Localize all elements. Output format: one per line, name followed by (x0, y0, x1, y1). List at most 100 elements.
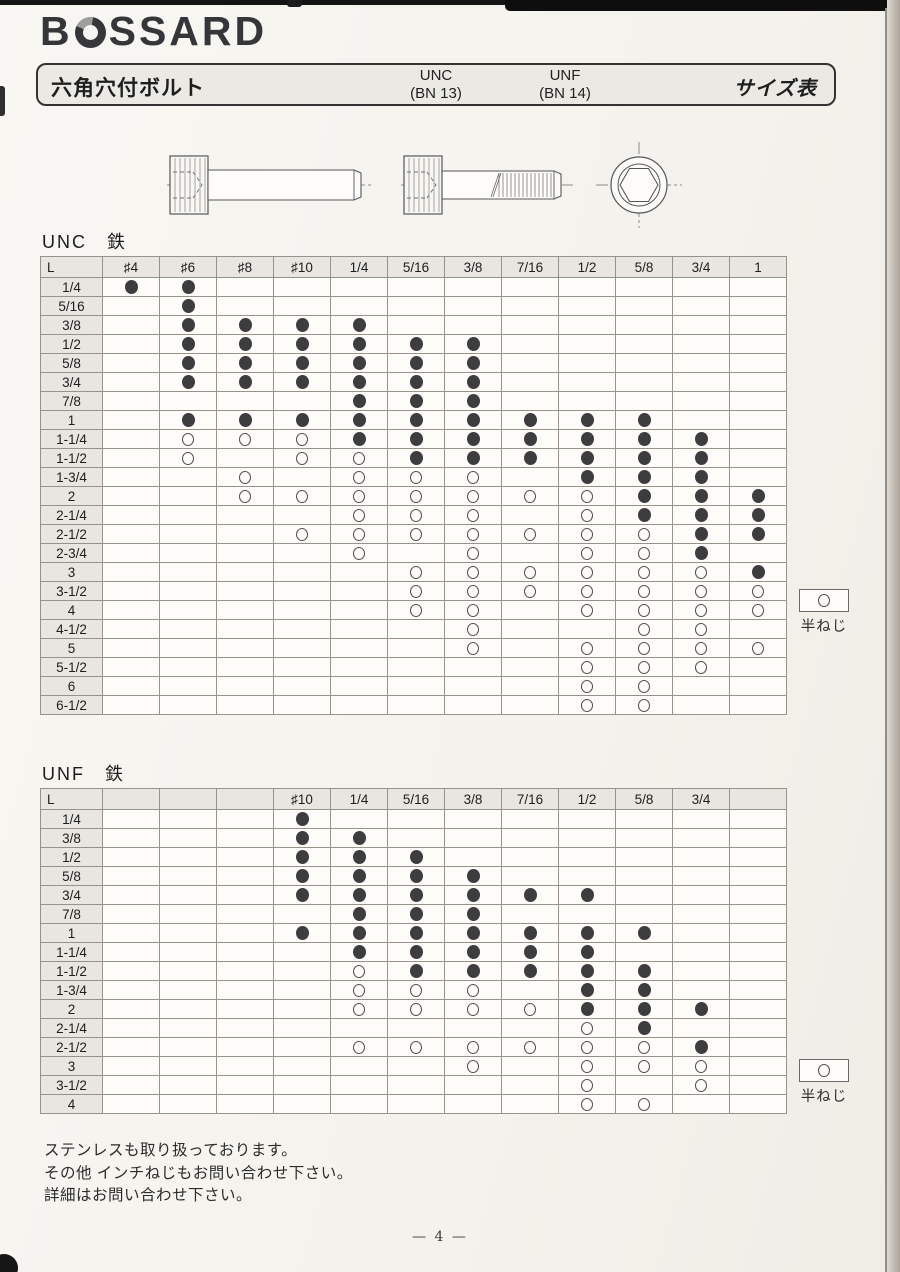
availability-cell (672, 448, 730, 468)
full-thread-dot (466, 432, 480, 446)
half-thread-dot (638, 641, 650, 655)
length-row-label: 1-1/2 (40, 961, 103, 981)
length-row: 1-1/4 (40, 942, 787, 962)
full-thread-dot (637, 964, 651, 978)
availability-cell (558, 904, 616, 924)
full-thread-dot (238, 337, 252, 351)
full-thread-dot (637, 489, 651, 503)
half-thread-dot (581, 508, 593, 522)
length-row: 4 (40, 1094, 787, 1114)
availability-cell (102, 676, 160, 696)
availability-cell (159, 467, 217, 487)
availability-cell (729, 391, 787, 411)
half-thread-dot (353, 527, 365, 541)
availability-cell (672, 638, 730, 658)
half-thread-dot (638, 565, 650, 579)
availability-cell (729, 505, 787, 525)
half-thread-dot (524, 489, 536, 503)
availability-cell (501, 410, 559, 430)
size-column-header: 1/4 (330, 788, 388, 810)
half-thread-dot (638, 603, 650, 617)
full-thread-dot (580, 470, 594, 484)
scan-blob (287, 0, 302, 7)
availability-cell (387, 904, 445, 924)
availability-cell (672, 505, 730, 525)
length-row: 2 (40, 999, 787, 1019)
availability-cell (387, 885, 445, 905)
availability-cell (501, 1094, 559, 1114)
availability-cell (558, 619, 616, 639)
availability-cell (216, 391, 274, 411)
availability-cell (387, 543, 445, 563)
half-thread-dot (353, 546, 365, 560)
availability-cell (672, 942, 730, 962)
half-thread-dot (239, 470, 251, 484)
full-thread-dot (580, 432, 594, 446)
availability-cell (729, 904, 787, 924)
half-thread-dot (638, 1097, 650, 1111)
availability-cell (330, 277, 388, 297)
legend-symbol-box (799, 589, 849, 612)
availability-cell (444, 866, 502, 886)
full-thread-dot (181, 375, 195, 389)
availability-cell (501, 1037, 559, 1057)
availability-cell (501, 448, 559, 468)
availability-cell (672, 391, 730, 411)
availability-cell (216, 1094, 274, 1114)
full-thread-dot (523, 926, 537, 940)
half-thread-dot (410, 603, 422, 617)
availability-cell (672, 353, 730, 373)
length-row: 1-3/4 (40, 980, 787, 1000)
availability-cell (102, 410, 160, 430)
availability-cell (615, 543, 673, 563)
availability-cell (330, 695, 388, 715)
availability-cell (159, 676, 217, 696)
length-row: 3/8 (40, 828, 787, 848)
half-thread-dot (752, 641, 764, 655)
half-thread-dot (638, 527, 650, 541)
length-row-label: 3/8 (40, 315, 103, 335)
availability-cell (558, 315, 616, 335)
availability-cell (330, 467, 388, 487)
availability-cell (330, 448, 388, 468)
availability-cell (615, 866, 673, 886)
full-thread-dot (181, 299, 195, 313)
availability-cell (729, 315, 787, 335)
availability-cell (330, 923, 388, 943)
availability-cell (330, 524, 388, 544)
length-row-label: 1/4 (40, 277, 103, 297)
availability-cell (102, 1075, 160, 1095)
length-row-label: 1-1/2 (40, 448, 103, 468)
availability-cell (273, 904, 331, 924)
availability-cell (216, 505, 274, 525)
length-row: 1/4 (40, 809, 787, 829)
availability-cell (672, 543, 730, 563)
availability-cell (729, 619, 787, 639)
half-thread-dot (581, 1059, 593, 1073)
full-thread-dot (466, 356, 480, 370)
availability-cell (558, 1037, 616, 1057)
note-line: ステンレスも取り扱っております。 (44, 1142, 298, 1159)
availability-cell (159, 353, 217, 373)
availability-cell (273, 1094, 331, 1114)
half-thread-dot (695, 584, 707, 598)
availability-cell (672, 372, 730, 392)
full-thread-dot (466, 945, 480, 959)
length-row: 1-3/4 (40, 467, 787, 487)
availability-cell (501, 334, 559, 354)
availability-cell (216, 467, 274, 487)
length-row: 1-1/2 (40, 961, 787, 981)
size-column-header: 7/16 (501, 788, 559, 810)
availability-cell (558, 980, 616, 1000)
availability-cell (672, 486, 730, 506)
availability-cell (672, 562, 730, 582)
length-row-label: 3/4 (40, 885, 103, 905)
length-row-label: 2-3/4 (40, 543, 103, 563)
availability-cell (216, 1037, 274, 1057)
availability-cell (273, 315, 331, 335)
half-thread-dot (353, 1002, 365, 1016)
availability-cell (615, 999, 673, 1019)
full-thread-dot (409, 888, 423, 902)
availability-cell (672, 334, 730, 354)
full-thread-dot (580, 983, 594, 997)
